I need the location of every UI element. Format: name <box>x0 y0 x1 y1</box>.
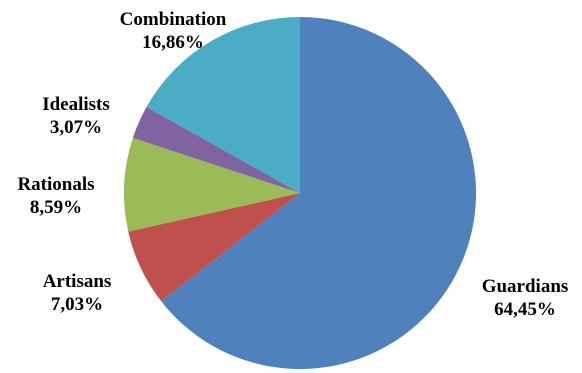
slice-label-name-idealists: Idealists <box>42 94 110 115</box>
slice-label-value-idealists: 3,07% <box>50 117 102 138</box>
slice-label-name-guardians: Guardians <box>482 276 569 297</box>
slice-label-value-combination: 16,86% <box>142 32 204 53</box>
pie-slice-artisans <box>128 193 300 302</box>
pie-slice-idealists <box>132 106 300 193</box>
slice-label-value-rationals: 8,59% <box>30 197 82 218</box>
slice-label-value-artisans: 7,03% <box>51 294 103 315</box>
pie-slice-combination <box>146 17 300 193</box>
slice-label-value-guardians: 64,45% <box>494 299 556 320</box>
pie-slice-guardians <box>161 17 476 369</box>
slice-label-name-artisans: Artisans <box>43 271 112 292</box>
slice-label-name-rationals: Rationals <box>17 174 94 195</box>
pie-slice-rationals <box>124 137 300 232</box>
pie-slices <box>124 17 476 369</box>
slice-label-name-combination: Combination <box>120 9 227 30</box>
